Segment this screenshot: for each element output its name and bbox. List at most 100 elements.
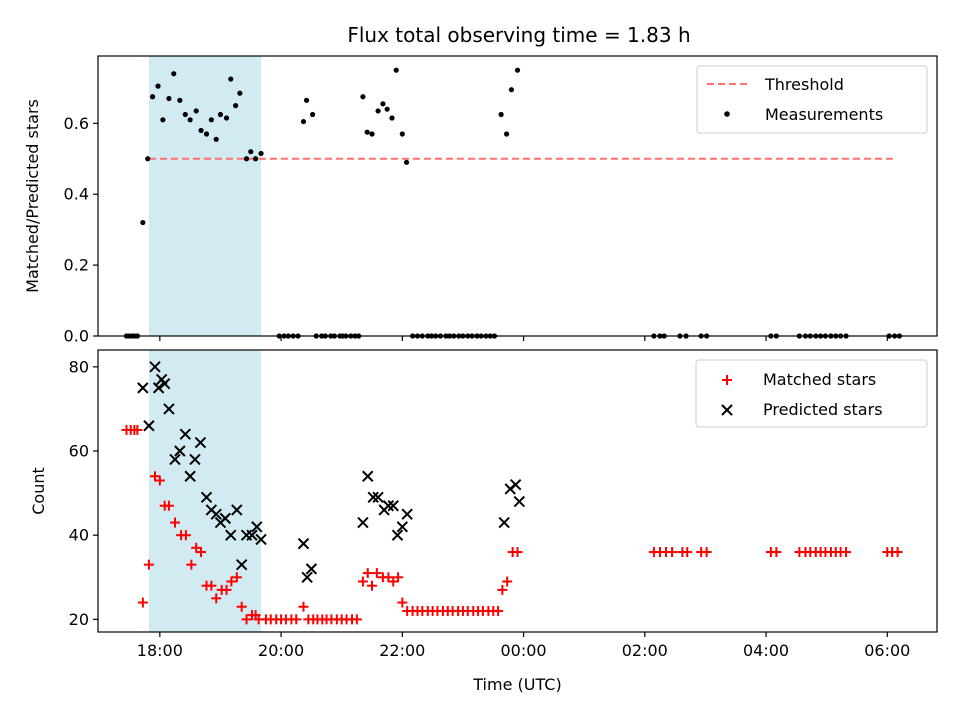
measurement-point: [140, 219, 146, 226]
ratio-y-tick-label: 0.0: [64, 327, 89, 346]
matched-stars-point: [362, 568, 373, 579]
predicted-stars-point: [169, 453, 181, 466]
matched-stars-point: [132, 424, 143, 435]
x-tick-label: 06:00: [864, 641, 910, 660]
predicted-stars-point: [143, 420, 155, 432]
predicted-stars-point: [149, 361, 161, 373]
count-legend: Matched stars Predicted stars: [695, 359, 928, 428]
count-highlight-span: [148, 350, 262, 632]
measurement-point: [369, 131, 375, 137]
matched-stars-point: [357, 576, 368, 587]
count-y-tick-label: 60: [69, 442, 89, 461]
ratio-panel-frame: [97, 55, 938, 337]
count-panel: 18:00 20:00 22:00 00:00 02:00 04:00 06:00 20 40…: [29, 349, 938, 694]
predicted-stars-point: [498, 516, 510, 529]
matched-stars-point: [667, 547, 678, 558]
predicted-stars-point: [357, 516, 369, 529]
matched-stars-point: [682, 547, 693, 558]
predicted-stars-point: [219, 512, 232, 525]
count-y-tick-label: 20: [69, 610, 89, 629]
matched-stars-point: [186, 559, 197, 570]
predicted-stars-point: [372, 491, 384, 504]
predicted-stars-point: [210, 508, 222, 520]
measurement-point: [399, 131, 405, 137]
measurement-point: [300, 118, 307, 125]
threshold-legend-label: Threshold: [764, 75, 844, 94]
measurements-legend-swatch: [724, 111, 730, 117]
predicted-stars-point: [255, 533, 267, 546]
predicted-stars-legend-label: Predicted stars: [763, 400, 883, 419]
matched-stars-point: [367, 580, 378, 591]
measurement-point: [364, 129, 370, 135]
x-tick-label: 04:00: [743, 641, 789, 660]
matched-stars-point: [298, 601, 309, 612]
predicted-stars-point: [509, 478, 522, 491]
measurement-point: [384, 106, 390, 112]
measurement-point: [187, 117, 193, 123]
x-tick-label: 18:00: [137, 641, 183, 660]
matched-stars-point: [371, 568, 382, 579]
measurement-point: [145, 156, 151, 162]
measurement-point: [498, 111, 504, 118]
matched-stars-point: [236, 601, 247, 612]
measurement-point: [149, 94, 156, 100]
matched-stars-point: [291, 614, 302, 625]
predicted-stars-point: [235, 558, 248, 571]
measurement-point: [155, 83, 161, 89]
matched-stars-legend-swatch: [722, 375, 732, 385]
ratio-legend: Threshold Measurements: [696, 65, 928, 134]
measurement-point: [253, 156, 259, 162]
matched-stars-point: [241, 614, 252, 625]
predicted-stars-point: [163, 403, 175, 415]
measurement-point: [177, 97, 183, 103]
matched-stars-point: [497, 584, 508, 595]
measurement-point: [160, 117, 166, 123]
x-tick-label: 02:00: [622, 641, 668, 660]
ratio-legend-box: [696, 65, 928, 134]
measurement-point: [243, 156, 250, 162]
matched-stars-point: [701, 547, 712, 558]
predicted-stars-point: [152, 382, 165, 394]
predicted-stars-point: [184, 470, 196, 482]
matched-stars-point: [397, 597, 408, 608]
matched-stars-point: [841, 547, 852, 558]
matched-stars-point: [393, 572, 404, 583]
measurement-point: [171, 71, 177, 77]
measurement-point: [248, 149, 254, 155]
matched-stars-point: [502, 576, 513, 587]
chart-title: Flux total observing time = 1.83 h: [347, 23, 690, 47]
measurement-point: [380, 101, 386, 107]
predicted-stars-point: [200, 491, 213, 504]
predicted-stars-legend-marker: [721, 404, 733, 416]
matched-stars-point: [206, 580, 217, 591]
predicted-stars-legend-swatch: [721, 404, 733, 416]
matched-stars-point: [892, 547, 903, 558]
measurement-point: [258, 150, 264, 157]
ratio-y-axis-label: Matched/Predicted stars: [23, 99, 42, 293]
matched-stars-point: [211, 593, 222, 604]
ratio-y-tick-label: 0.2: [64, 256, 89, 275]
measurement-point: [217, 111, 224, 118]
predicted-stars-point: [382, 500, 395, 512]
ratio-y-tick-label: 0.4: [64, 185, 89, 204]
measurement-point: [309, 111, 316, 118]
measurement-point: [223, 115, 230, 121]
measurement-point: [403, 159, 410, 165]
ratio-panel: 0.0 0.2 0.4 0.6 Matched/Predicted stars Thr…: [23, 55, 938, 346]
x-tick-label: 00:00: [501, 641, 547, 660]
matched-stars-point: [143, 559, 154, 570]
predicted-stars-point: [194, 436, 207, 449]
count-legend-box: [695, 359, 928, 428]
predicted-stars-point: [387, 500, 399, 512]
matched-stars-point: [180, 530, 191, 541]
matched-stars-point: [512, 547, 523, 558]
predicted-stars-point: [179, 428, 192, 440]
predicted-stars-point: [391, 529, 404, 541]
measurement-point: [193, 108, 199, 114]
predicted-stars-point: [297, 537, 310, 550]
measurement-point: [166, 95, 172, 102]
matched-stars-point: [231, 572, 242, 583]
ratio-highlight-span: [148, 56, 262, 336]
predicted-stars-point: [246, 529, 258, 541]
